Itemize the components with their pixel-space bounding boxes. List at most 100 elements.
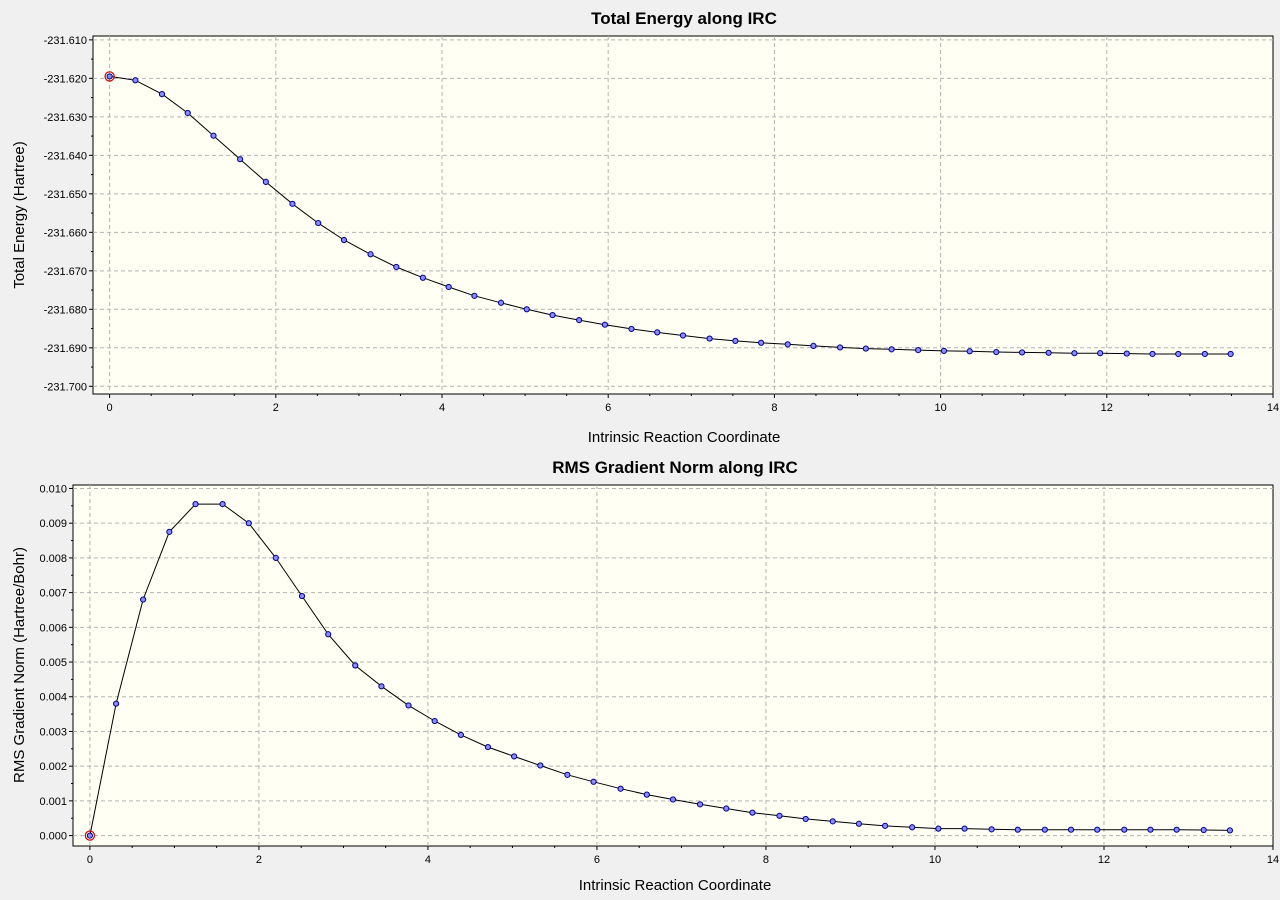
gradient-data-point[interactable] (86, 832, 94, 839)
gradient-data-point[interactable] (776, 812, 783, 819)
energy-data-point[interactable] (184, 109, 191, 117)
energy-data-point[interactable] (654, 329, 661, 336)
energy-data-point[interactable] (862, 345, 869, 352)
gradient-data-point[interactable] (298, 592, 306, 600)
energy-data-point[interactable] (262, 178, 269, 185)
gradient-data-point[interactable] (140, 596, 147, 603)
gradient-data-point[interactable] (325, 631, 332, 638)
energy-data-point[interactable] (940, 347, 948, 354)
energy-data-point[interactable] (340, 236, 348, 244)
energy-data-point[interactable] (836, 344, 844, 351)
energy-data-point[interactable] (393, 263, 400, 271)
energy-data-point[interactable] (210, 132, 217, 139)
gradient-y-tick-label: 0.000 (39, 831, 67, 843)
energy-data-point[interactable] (549, 311, 556, 319)
energy-data-point[interactable] (601, 321, 608, 328)
gradient-data-point[interactable] (352, 662, 359, 669)
energy-data-point[interactable] (523, 306, 530, 313)
gradient-data-point[interactable] (829, 818, 836, 825)
energy-data-point[interactable] (1149, 350, 1156, 358)
gradient-data-point[interactable] (669, 796, 677, 803)
energy-data-point[interactable] (732, 337, 739, 344)
energy-data-point[interactable] (1071, 350, 1078, 357)
energy-y-tick-label: -231.680 (44, 304, 87, 316)
energy-data-point[interactable] (419, 274, 427, 281)
energy-data-point[interactable] (1018, 349, 1026, 356)
energy-data-point[interactable] (1123, 350, 1130, 357)
energy-data-point[interactable] (966, 348, 973, 355)
gradient-data-point[interactable] (1200, 826, 1207, 834)
gradient-data-point[interactable] (988, 826, 995, 833)
gradient-data-point[interactable] (590, 778, 597, 785)
gradient-data-point[interactable] (457, 731, 464, 739)
gradient-data-point[interactable] (1067, 826, 1075, 833)
energy-data-point[interactable] (1097, 350, 1104, 357)
energy-data-point[interactable] (1175, 350, 1182, 358)
gradient-data-point[interactable] (166, 528, 173, 535)
energy-data-point[interactable] (1045, 349, 1052, 356)
gradient-data-point[interactable] (405, 702, 412, 709)
gradient-data-point[interactable] (112, 700, 120, 707)
gradient-data-point[interactable] (909, 824, 916, 831)
gradient-data-point[interactable] (749, 809, 756, 816)
energy-data-point[interactable] (888, 346, 895, 353)
gradient-data-point[interactable] (1173, 826, 1180, 833)
energy-data-point[interactable] (445, 283, 452, 291)
energy-data-point[interactable] (993, 348, 1000, 356)
energy-data-point[interactable] (810, 342, 817, 349)
energy-data-point[interactable] (576, 316, 583, 324)
gradient-data-point[interactable] (431, 717, 438, 725)
gradient-data-point[interactable] (192, 500, 199, 508)
energy-data-point[interactable] (915, 347, 922, 354)
energy-data-point[interactable] (758, 339, 765, 346)
energy-chart: Total Energy along IRC 0 2 4 6 8 10 12 14 -231.6… (11, 9, 1279, 446)
gradient-data-point[interactable] (961, 825, 968, 832)
gradient-y-tick-label: 0.007 (39, 588, 67, 600)
gradient-data-point[interactable] (617, 785, 624, 792)
gradient-x-tick-label: 4 (425, 854, 431, 866)
energy-data-point[interactable] (315, 219, 322, 227)
gradient-data-point[interactable] (855, 820, 863, 827)
gradient-x-tick-label: 8 (763, 854, 769, 866)
gradient-data-point[interactable] (1226, 827, 1234, 834)
energy-data-point[interactable] (497, 299, 505, 306)
gradient-data-point[interactable] (723, 805, 730, 812)
gradient-data-point[interactable] (696, 801, 704, 808)
energy-data-point[interactable] (706, 335, 713, 342)
gradient-data-point[interactable] (1014, 826, 1021, 833)
energy-data-point[interactable] (679, 332, 687, 339)
gradient-data-point[interactable] (802, 815, 809, 823)
gradient-data-point[interactable] (1121, 826, 1128, 833)
gradient-data-point[interactable] (245, 520, 252, 527)
gradient-data-point[interactable] (219, 500, 226, 508)
gradient-data-point[interactable] (1041, 826, 1048, 833)
energy-data-point[interactable] (289, 200, 296, 207)
energy-plot-area[interactable] (92, 35, 1274, 395)
energy-data-point[interactable] (158, 91, 166, 98)
gradient-data-point[interactable] (511, 753, 518, 760)
gradient-data-point[interactable] (537, 762, 544, 769)
gradient-data-point[interactable] (935, 825, 942, 832)
gradient-data-point[interactable] (272, 554, 279, 561)
energy-data-point[interactable] (784, 341, 791, 348)
gradient-data-point[interactable] (564, 771, 571, 778)
gradient-data-point[interactable] (882, 822, 889, 829)
gradient-data-point[interactable] (1094, 826, 1101, 833)
gradient-data-point[interactable] (643, 791, 650, 798)
gradient-plot-area[interactable] (72, 484, 1274, 847)
gradient-data-point[interactable] (1147, 826, 1154, 833)
gradient-data-point[interactable] (378, 683, 385, 690)
energy-data-point[interactable] (628, 325, 635, 333)
energy-data-point[interactable] (471, 292, 478, 299)
energy-data-point[interactable] (236, 156, 244, 163)
energy-data-point[interactable] (1227, 350, 1234, 358)
energy-data-point[interactable] (132, 77, 139, 84)
energy-data-point[interactable] (106, 73, 113, 80)
gradient-y-axis-label: RMS Gradient Norm (Hartree/Bohr) (11, 547, 28, 783)
energy-data-point[interactable] (367, 251, 374, 258)
gradient-data-point[interactable] (484, 743, 492, 751)
energy-y-tick-label: -231.700 (44, 381, 87, 393)
energy-x-tick-label: 2 (273, 402, 279, 414)
energy-data-point[interactable] (1201, 350, 1208, 358)
energy-y-tick-label: -231.620 (44, 73, 87, 85)
